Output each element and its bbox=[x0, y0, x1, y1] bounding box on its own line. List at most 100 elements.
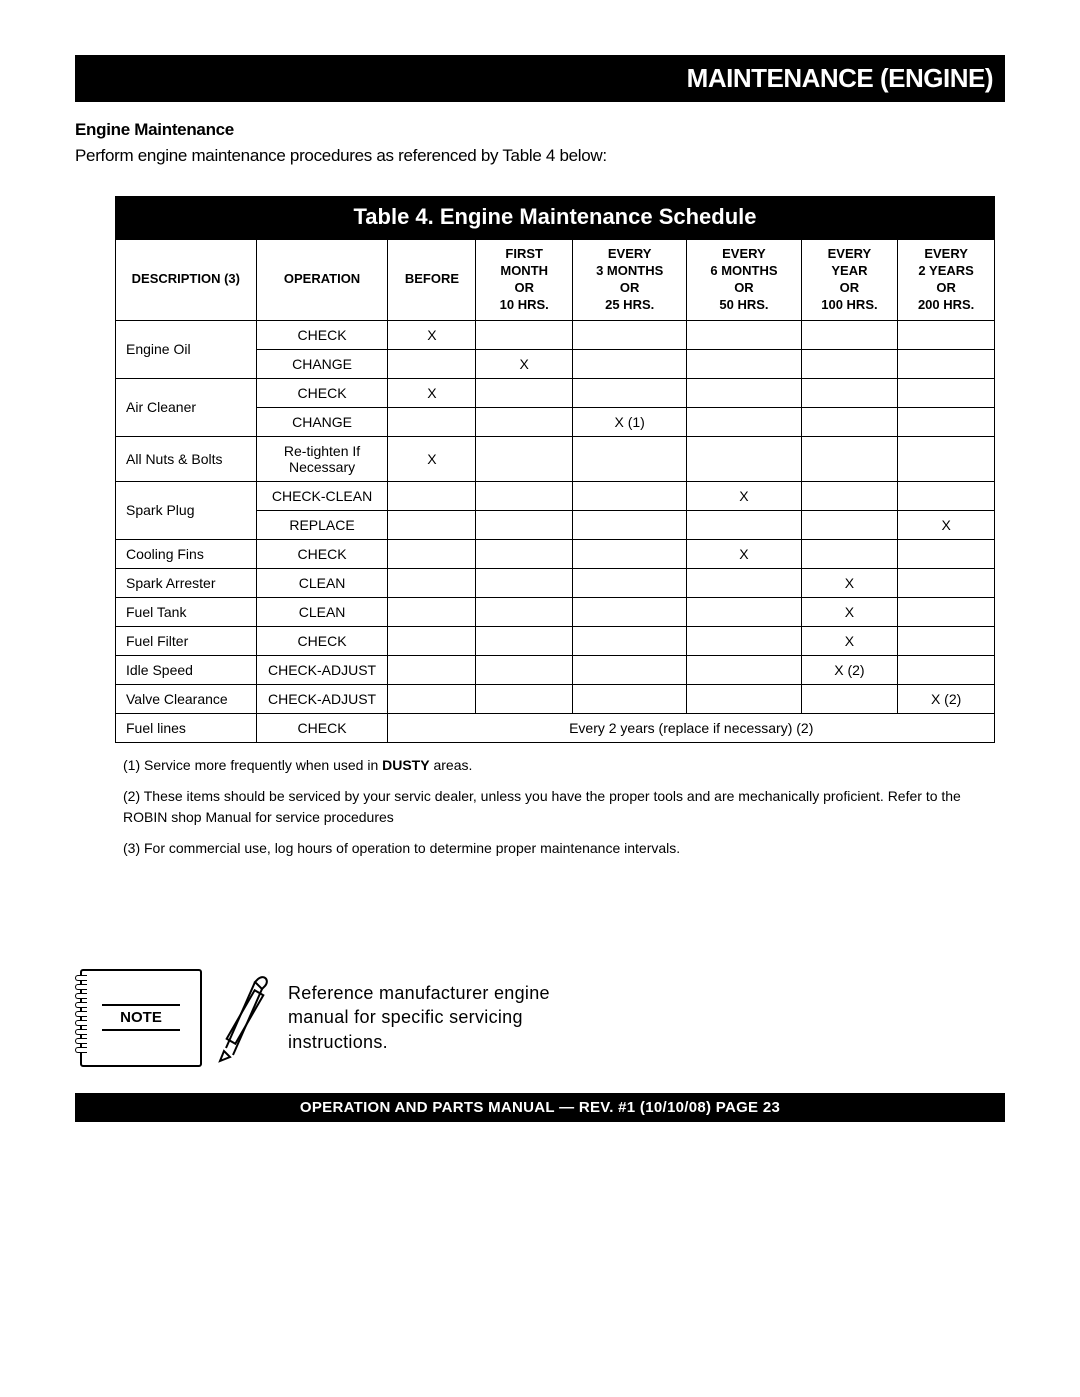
cell-description: Air Cleaner bbox=[116, 378, 257, 436]
col-3-months: EVERY3 MONTHSOR25 HRS. bbox=[573, 240, 687, 321]
cell-c2 bbox=[573, 510, 687, 539]
cell-description: Fuel lines bbox=[116, 713, 257, 742]
cell-c5 bbox=[898, 320, 995, 349]
cell-before bbox=[388, 597, 476, 626]
footer-text: OPERATION AND PARTS MANUAL — REV. #1 (10… bbox=[300, 1099, 780, 1116]
cell-c2 bbox=[573, 655, 687, 684]
cell-c3 bbox=[687, 510, 801, 539]
footnote-2: (2) These items should be serviced by yo… bbox=[123, 786, 995, 828]
cell-c2 bbox=[573, 626, 687, 655]
cell-before bbox=[388, 407, 476, 436]
cell-operation: CHANGE bbox=[256, 349, 388, 378]
table-row: Engine OilCHECKX bbox=[116, 320, 995, 349]
cell-c2 bbox=[573, 481, 687, 510]
cell-c3 bbox=[687, 436, 801, 481]
footnote-3: (3) For commercial use, log hours of ope… bbox=[123, 838, 995, 859]
cell-c3 bbox=[687, 320, 801, 349]
cell-c1 bbox=[476, 510, 573, 539]
cell-operation: CHECK bbox=[256, 713, 388, 742]
section-title: Engine Maintenance bbox=[75, 120, 1005, 140]
page-root: MAINTENANCE (ENGINE) Engine Maintenance … bbox=[0, 0, 1080, 1152]
note-text: Reference manufacturer engine manual for… bbox=[288, 981, 598, 1054]
cell-before bbox=[388, 626, 476, 655]
page-header-title: MAINTENANCE (ENGINE) bbox=[687, 63, 993, 93]
footnote-1: (1) Service more frequently when used in… bbox=[123, 755, 995, 776]
cell-operation: CHECK bbox=[256, 378, 388, 407]
col-year: EVERYYEAROR100 HRS. bbox=[801, 240, 898, 321]
cell-c4 bbox=[801, 320, 898, 349]
cell-c1 bbox=[476, 539, 573, 568]
table-row: Fuel linesCHECKEvery 2 years (replace if… bbox=[116, 713, 995, 742]
cell-before bbox=[388, 539, 476, 568]
cell-c2 bbox=[573, 436, 687, 481]
cell-before bbox=[388, 510, 476, 539]
cell-c1 bbox=[476, 436, 573, 481]
cell-before bbox=[388, 655, 476, 684]
cell-c5: X bbox=[898, 510, 995, 539]
cell-operation: CHECK-CLEAN bbox=[256, 481, 388, 510]
cell-c5 bbox=[898, 436, 995, 481]
cell-before bbox=[388, 568, 476, 597]
cell-c5 bbox=[898, 626, 995, 655]
notepad-icon: NOTE bbox=[80, 969, 202, 1067]
cell-c1 bbox=[476, 568, 573, 597]
cell-c5 bbox=[898, 655, 995, 684]
table-row: Spark PlugCHECK-CLEANX bbox=[116, 481, 995, 510]
cell-operation: CHECK bbox=[256, 626, 388, 655]
cell-description: Fuel Tank bbox=[116, 597, 257, 626]
cell-c1: X bbox=[476, 349, 573, 378]
cell-operation: CLEAN bbox=[256, 568, 388, 597]
cell-merged: Every 2 years (replace if necessary) (2) bbox=[388, 713, 995, 742]
cell-c4 bbox=[801, 510, 898, 539]
cell-c1 bbox=[476, 481, 573, 510]
note-label: NOTE bbox=[102, 1004, 180, 1031]
cell-before bbox=[388, 684, 476, 713]
table-row: Valve ClearanceCHECK-ADJUSTX (2) bbox=[116, 684, 995, 713]
cell-c2 bbox=[573, 539, 687, 568]
cell-c5 bbox=[898, 539, 995, 568]
cell-c4 bbox=[801, 481, 898, 510]
col-2-years: EVERY2 YEARSOR200 HRS. bbox=[898, 240, 995, 321]
col-operation: OPERATION bbox=[256, 240, 388, 321]
cell-c3 bbox=[687, 349, 801, 378]
cell-c4 bbox=[801, 684, 898, 713]
cell-c5 bbox=[898, 407, 995, 436]
note-block: NOTE Reference manufacturer engine manua… bbox=[80, 969, 1005, 1067]
intro-text: Perform engine maintenance procedures as… bbox=[75, 146, 1005, 166]
cell-before: X bbox=[388, 320, 476, 349]
cell-operation: Re-tighten If Necessary bbox=[256, 436, 388, 481]
cell-c4 bbox=[801, 378, 898, 407]
table-body: Engine OilCHECKXCHANGEXAir CleanerCHECKX… bbox=[116, 320, 995, 742]
cell-c1 bbox=[476, 684, 573, 713]
cell-c2 bbox=[573, 320, 687, 349]
cell-before: X bbox=[388, 378, 476, 407]
cell-c3 bbox=[687, 568, 801, 597]
cell-c2: X (1) bbox=[573, 407, 687, 436]
cell-c3 bbox=[687, 655, 801, 684]
footnote-1-pre: (1) Service more frequently when used in bbox=[123, 757, 382, 773]
cell-c3 bbox=[687, 597, 801, 626]
cell-description: All Nuts & Bolts bbox=[116, 436, 257, 481]
cell-c5 bbox=[898, 378, 995, 407]
footnote-1-post: areas. bbox=[430, 757, 473, 773]
cell-c4: X (2) bbox=[801, 655, 898, 684]
cell-c2 bbox=[573, 349, 687, 378]
cell-c4 bbox=[801, 436, 898, 481]
cell-c3 bbox=[687, 407, 801, 436]
page-footer-bar: OPERATION AND PARTS MANUAL — REV. #1 (10… bbox=[75, 1093, 1005, 1122]
footnotes: (1) Service more frequently when used in… bbox=[123, 755, 995, 859]
cell-c2 bbox=[573, 568, 687, 597]
cell-before bbox=[388, 481, 476, 510]
page-header-bar: MAINTENANCE (ENGINE) bbox=[75, 55, 1005, 102]
cell-c5 bbox=[898, 597, 995, 626]
col-first-month: FIRSTMONTHOR10 HRS. bbox=[476, 240, 573, 321]
footnote-1-bold: DUSTY bbox=[382, 757, 429, 773]
cell-description: Spark Arrester bbox=[116, 568, 257, 597]
cell-c2 bbox=[573, 684, 687, 713]
cell-operation: CHECK-ADJUST bbox=[256, 684, 388, 713]
cell-c4 bbox=[801, 407, 898, 436]
table-row: Air CleanerCHECKX bbox=[116, 378, 995, 407]
maintenance-table-wrap: Table 4. Engine Maintenance Schedule DES… bbox=[115, 196, 995, 743]
cell-c3 bbox=[687, 684, 801, 713]
cell-operation: CHANGE bbox=[256, 407, 388, 436]
